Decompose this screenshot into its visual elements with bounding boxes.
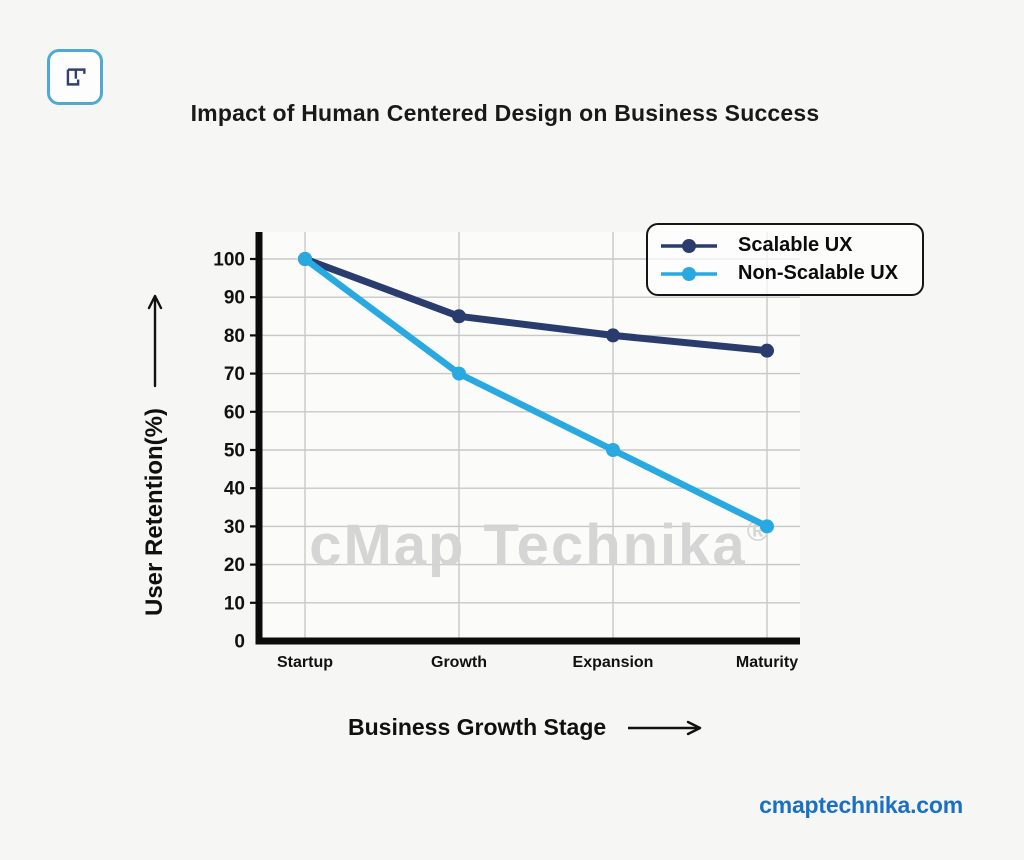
up-arrow-icon	[147, 294, 163, 388]
cmap-technika-logo-icon	[66, 68, 86, 86]
legend-dot	[682, 238, 696, 253]
data-point-scalable-ux-expansion	[606, 328, 620, 343]
y-tick-label: 60	[224, 402, 245, 423]
data-point-scalable-ux-growth	[452, 309, 466, 324]
data-point-non-scalable-ux-growth	[452, 366, 466, 381]
y-tick-label: 0	[234, 632, 245, 653]
legend-item-non-scalable-ux: Non-Scalable UX	[660, 262, 910, 285]
data-point-non-scalable-ux-maturity	[760, 519, 774, 534]
y-axis-label-group: User Retention(%)	[137, 262, 173, 642]
legend-dot	[682, 266, 696, 281]
footer-website-link[interactable]: cmaptechnika.com	[759, 792, 963, 818]
data-point-scalable-ux-maturity	[760, 343, 774, 358]
series-line-non-scalable-ux	[301, 255, 771, 530]
chart-legend: Scalable UX Non-Scalable UX	[646, 223, 924, 296]
series-line-scalable-ux	[301, 255, 771, 355]
data-point-non-scalable-ux-startup	[298, 252, 312, 266]
x-category-label: Maturity	[736, 654, 798, 671]
brand-logo	[47, 49, 103, 105]
x-category-label: Expansion	[573, 654, 654, 671]
plot-area	[259, 232, 800, 641]
logo-bracket-shape	[66, 69, 80, 86]
y-tick-label: 70	[224, 364, 245, 385]
right-arrow-icon	[628, 720, 702, 735]
y-axis-label: User Retention(%)	[141, 407, 168, 617]
logo-tbar-shape	[67, 68, 86, 74]
legend-marker-scalable-ux	[661, 238, 717, 253]
x-axis-label-group: Business Growth Stage	[348, 714, 708, 741]
y-tick-label: 90	[224, 288, 245, 309]
y-tick-label: 20	[224, 555, 245, 576]
legend-label: Scalable UX	[738, 234, 853, 256]
y-tick-label: 30	[224, 517, 245, 538]
legend-marker-non-scalable-ux	[661, 266, 717, 281]
watermark: cMap Technika®	[309, 513, 771, 578]
y-tick-label: 80	[224, 326, 245, 347]
y-tick-label: 50	[224, 441, 245, 462]
y-tick-label: 100	[213, 250, 245, 271]
x-axis-label: Business Growth Stage	[348, 714, 607, 740]
y-tick-label: 40	[224, 479, 245, 500]
chart-canvas: cMap Technika® 0 10 20 30 40 50 60 70 80 90 100 Star…	[213, 232, 800, 671]
legend-item-scalable-ux: Scalable UX	[660, 234, 910, 257]
legend-label: Non-Scalable UX	[738, 262, 899, 284]
y-tick-label: 10	[224, 593, 245, 614]
x-category-label: Growth	[431, 654, 487, 671]
chart-title: Impact of Human Centered Design on Busin…	[190, 100, 820, 126]
x-category-label: Startup	[277, 654, 333, 671]
data-point-non-scalable-ux-expansion	[606, 443, 620, 457]
